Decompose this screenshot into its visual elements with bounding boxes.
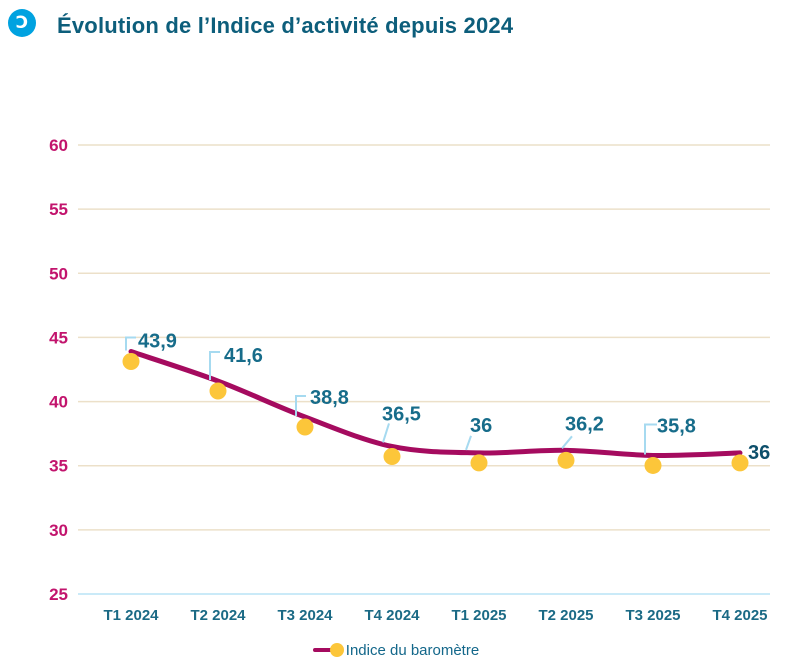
brand-circle-icon: Ɔ xyxy=(8,9,36,37)
legend-label: Indice du baromètre xyxy=(345,641,480,659)
data-label-callout xyxy=(644,423,657,455)
x-axis-tick-label: T4 2024 xyxy=(364,607,420,624)
data-label-callout xyxy=(465,435,472,451)
data-point-marker xyxy=(731,454,749,472)
data-label-callout xyxy=(382,423,390,443)
data-point-label: 38,8 xyxy=(310,387,349,409)
x-axis-tick-label: T3 2024 xyxy=(277,607,333,624)
x-axis-tick-label: T1 2024 xyxy=(103,607,159,624)
data-point-label: 35,8 xyxy=(657,415,696,437)
x-axis-tick-label: T3 2025 xyxy=(625,607,680,624)
data-point-label: 43,9 xyxy=(138,331,177,353)
y-axis-tick-label: 30 xyxy=(49,521,68,540)
y-axis-tick-label: 55 xyxy=(49,200,68,219)
legend-line-swatch xyxy=(312,648,335,652)
data-point-label: 36,5 xyxy=(382,403,421,425)
legend-marker-dot xyxy=(329,643,344,657)
data-point-marker xyxy=(296,418,314,436)
chart-legend: Indice du baromètre xyxy=(0,641,792,659)
data-point-label: 36 xyxy=(748,442,770,464)
data-point-marker xyxy=(557,451,575,469)
y-axis-tick-label: 25 xyxy=(49,585,68,604)
series-line xyxy=(128,349,743,458)
y-axis-tick-label: 35 xyxy=(49,457,68,476)
data-label-callout xyxy=(295,394,306,416)
data-point-marker xyxy=(209,382,227,400)
data-point-marker xyxy=(122,353,140,371)
x-axis-tick-label: T2 2025 xyxy=(538,607,593,624)
data-point-label: 36 xyxy=(470,415,492,437)
data-label-callout xyxy=(561,435,573,449)
data-label-callout xyxy=(125,336,136,351)
y-axis-tick-label: 50 xyxy=(49,264,68,283)
chart-header: Ɔ Évolution de l’Indice d’activité depui… xyxy=(0,0,792,60)
data-point-label: 41,6 xyxy=(224,345,263,367)
y-axis-tick-label: 60 xyxy=(49,136,68,155)
data-point-marker xyxy=(383,447,401,465)
data-label-callout xyxy=(209,351,220,381)
x-axis-tick-label: T1 2025 xyxy=(451,607,506,624)
data-point-marker xyxy=(470,454,488,472)
x-axis-tick-label: T4 2025 xyxy=(712,607,767,624)
page-title: Évolution de l’Indice d’activité depuis … xyxy=(57,13,514,38)
data-point-marker xyxy=(644,456,662,474)
y-axis-tick-label: 40 xyxy=(49,393,68,412)
y-axis-tick-label: 45 xyxy=(49,328,68,347)
data-point-label: 36,2 xyxy=(565,413,604,435)
x-axis-tick-label: T2 2024 xyxy=(190,607,246,624)
